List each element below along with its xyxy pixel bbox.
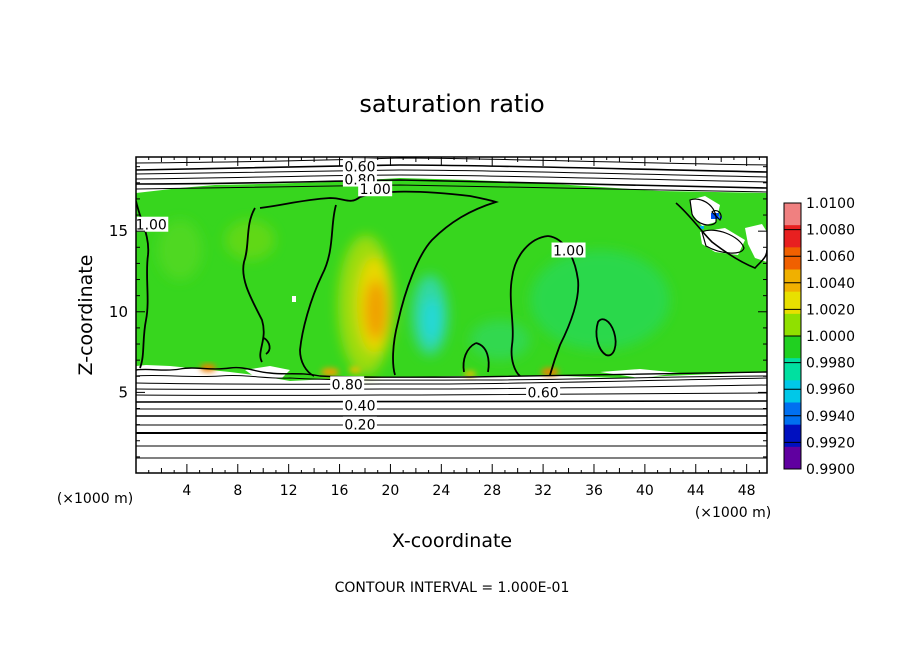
colorbar-label: 1.0100 <box>806 196 855 212</box>
contour-labels: 0.600.801.001.001.000.800.400.200.60 <box>136 158 586 434</box>
contour-label: 1.00 <box>136 218 167 234</box>
colorbar-swatch <box>784 291 801 315</box>
contour-line <box>701 229 745 254</box>
contour-label-bg <box>358 181 393 197</box>
contour-line <box>259 196 361 209</box>
x-tick-label: 20 <box>382 483 400 499</box>
contour-line <box>595 318 617 357</box>
plot-frame <box>135 156 768 474</box>
cloud-layer-field <box>136 178 767 381</box>
x-tick-label: 48 <box>738 483 756 499</box>
colorbar-label: 1.0020 <box>806 302 855 318</box>
contour-label-bg <box>551 242 586 258</box>
x-tick-label: 36 <box>585 483 603 499</box>
contour-line <box>711 209 722 221</box>
contour-label: 0.20 <box>344 418 375 434</box>
contour-line <box>136 157 767 166</box>
contour-line <box>136 377 767 385</box>
y-axis: 5 10 15 <box>109 166 767 474</box>
x-axis: 4 8 12 16 20 24 28 32 36 40 44 48 <box>135 157 760 499</box>
contour-line <box>509 235 549 377</box>
contour-label: 1.00 <box>360 182 391 198</box>
contour-line <box>136 392 767 396</box>
x-tick-label: 44 <box>687 483 705 499</box>
contour-line <box>299 204 337 377</box>
contour-line <box>136 366 767 378</box>
contour-line <box>462 342 490 373</box>
chart-title: saturation ratio <box>359 90 544 118</box>
colorbar-swatch <box>784 203 801 226</box>
x-tick-label: 24 <box>432 483 450 499</box>
colorbar-label: 1.0040 <box>806 276 855 292</box>
x-tick-label: 12 <box>280 483 298 499</box>
contour-label: 0.40 <box>344 398 375 414</box>
contour-line <box>242 207 265 363</box>
y-tick-label: 10 <box>109 303 128 321</box>
colorbar-label: 1.0000 <box>806 329 855 345</box>
contour-lines <box>136 157 767 459</box>
contour-line <box>263 337 271 355</box>
contour-label-bg <box>342 416 377 432</box>
colorbar-swatch <box>784 225 801 248</box>
x-axis-label: X-coordinate <box>392 530 512 552</box>
contour-label: 1.00 <box>553 244 584 260</box>
contour-label-bg <box>330 376 365 392</box>
y-tick-label: 5 <box>118 383 128 401</box>
contour-line <box>136 164 767 173</box>
colorbar-swatch <box>784 336 801 359</box>
contour-line <box>136 384 767 390</box>
y-axis-label: Z-coordinate <box>75 255 97 376</box>
contour-label-bg <box>136 216 169 232</box>
contour-label: 0.80 <box>332 377 363 393</box>
colorbar-label: 0.9920 <box>806 435 855 451</box>
x-tick-label: 16 <box>331 483 349 499</box>
contour-line <box>136 179 767 189</box>
colorbar-swatch <box>784 380 801 403</box>
colorbar-swatch <box>784 446 801 470</box>
z-unit-label: (×1000 m) <box>57 491 133 507</box>
colorbar-label: 1.0080 <box>806 223 855 239</box>
colorbar-swatch <box>784 402 801 426</box>
contour-label-bg <box>342 158 377 174</box>
contour-line <box>136 169 767 178</box>
plot-area: 0.600.801.001.001.000.800.400.200.60 <box>136 157 767 473</box>
x-tick-label: 32 <box>534 483 552 499</box>
colorbar-swatch <box>784 269 801 293</box>
x-tick-label: 4 <box>182 483 191 499</box>
contour-line <box>359 190 499 376</box>
x-tick-label: 40 <box>636 483 654 499</box>
blue-pixels <box>292 213 722 302</box>
x-tick-label: 8 <box>233 483 242 499</box>
contour-line <box>136 174 767 183</box>
contour-line <box>689 198 717 226</box>
colorbar-label: 0.9960 <box>806 382 855 398</box>
colorbar-label: 1.0060 <box>806 249 855 265</box>
contour-label-bg <box>526 384 561 400</box>
contour-line <box>136 400 767 403</box>
contour-label-bg <box>342 397 377 413</box>
colorbar-swatch <box>784 358 801 381</box>
y-tick-label: 15 <box>109 222 128 240</box>
colorbar-label: 0.9900 <box>806 462 855 478</box>
dry-patches <box>245 196 767 379</box>
colorbar-swatch <box>784 313 801 337</box>
colorbar-label: 0.9980 <box>806 356 855 372</box>
contour-line <box>675 202 767 269</box>
colorbar: 1.0100 1.0080 1.0060 1.0040 1.0020 1.0000 0.99… <box>783 196 855 478</box>
contour-label: 0.60 <box>528 385 559 401</box>
colorbar-swatch <box>784 247 801 270</box>
colorbar-label: 0.9940 <box>806 409 855 425</box>
x-tick-label: 28 <box>483 483 501 499</box>
contour-interval-note: CONTOUR INTERVAL = 1.000E-01 <box>335 580 570 596</box>
x-unit-label: (×1000 m) <box>695 505 771 521</box>
contour-line <box>136 184 767 193</box>
colorbar-swatch <box>784 424 801 448</box>
